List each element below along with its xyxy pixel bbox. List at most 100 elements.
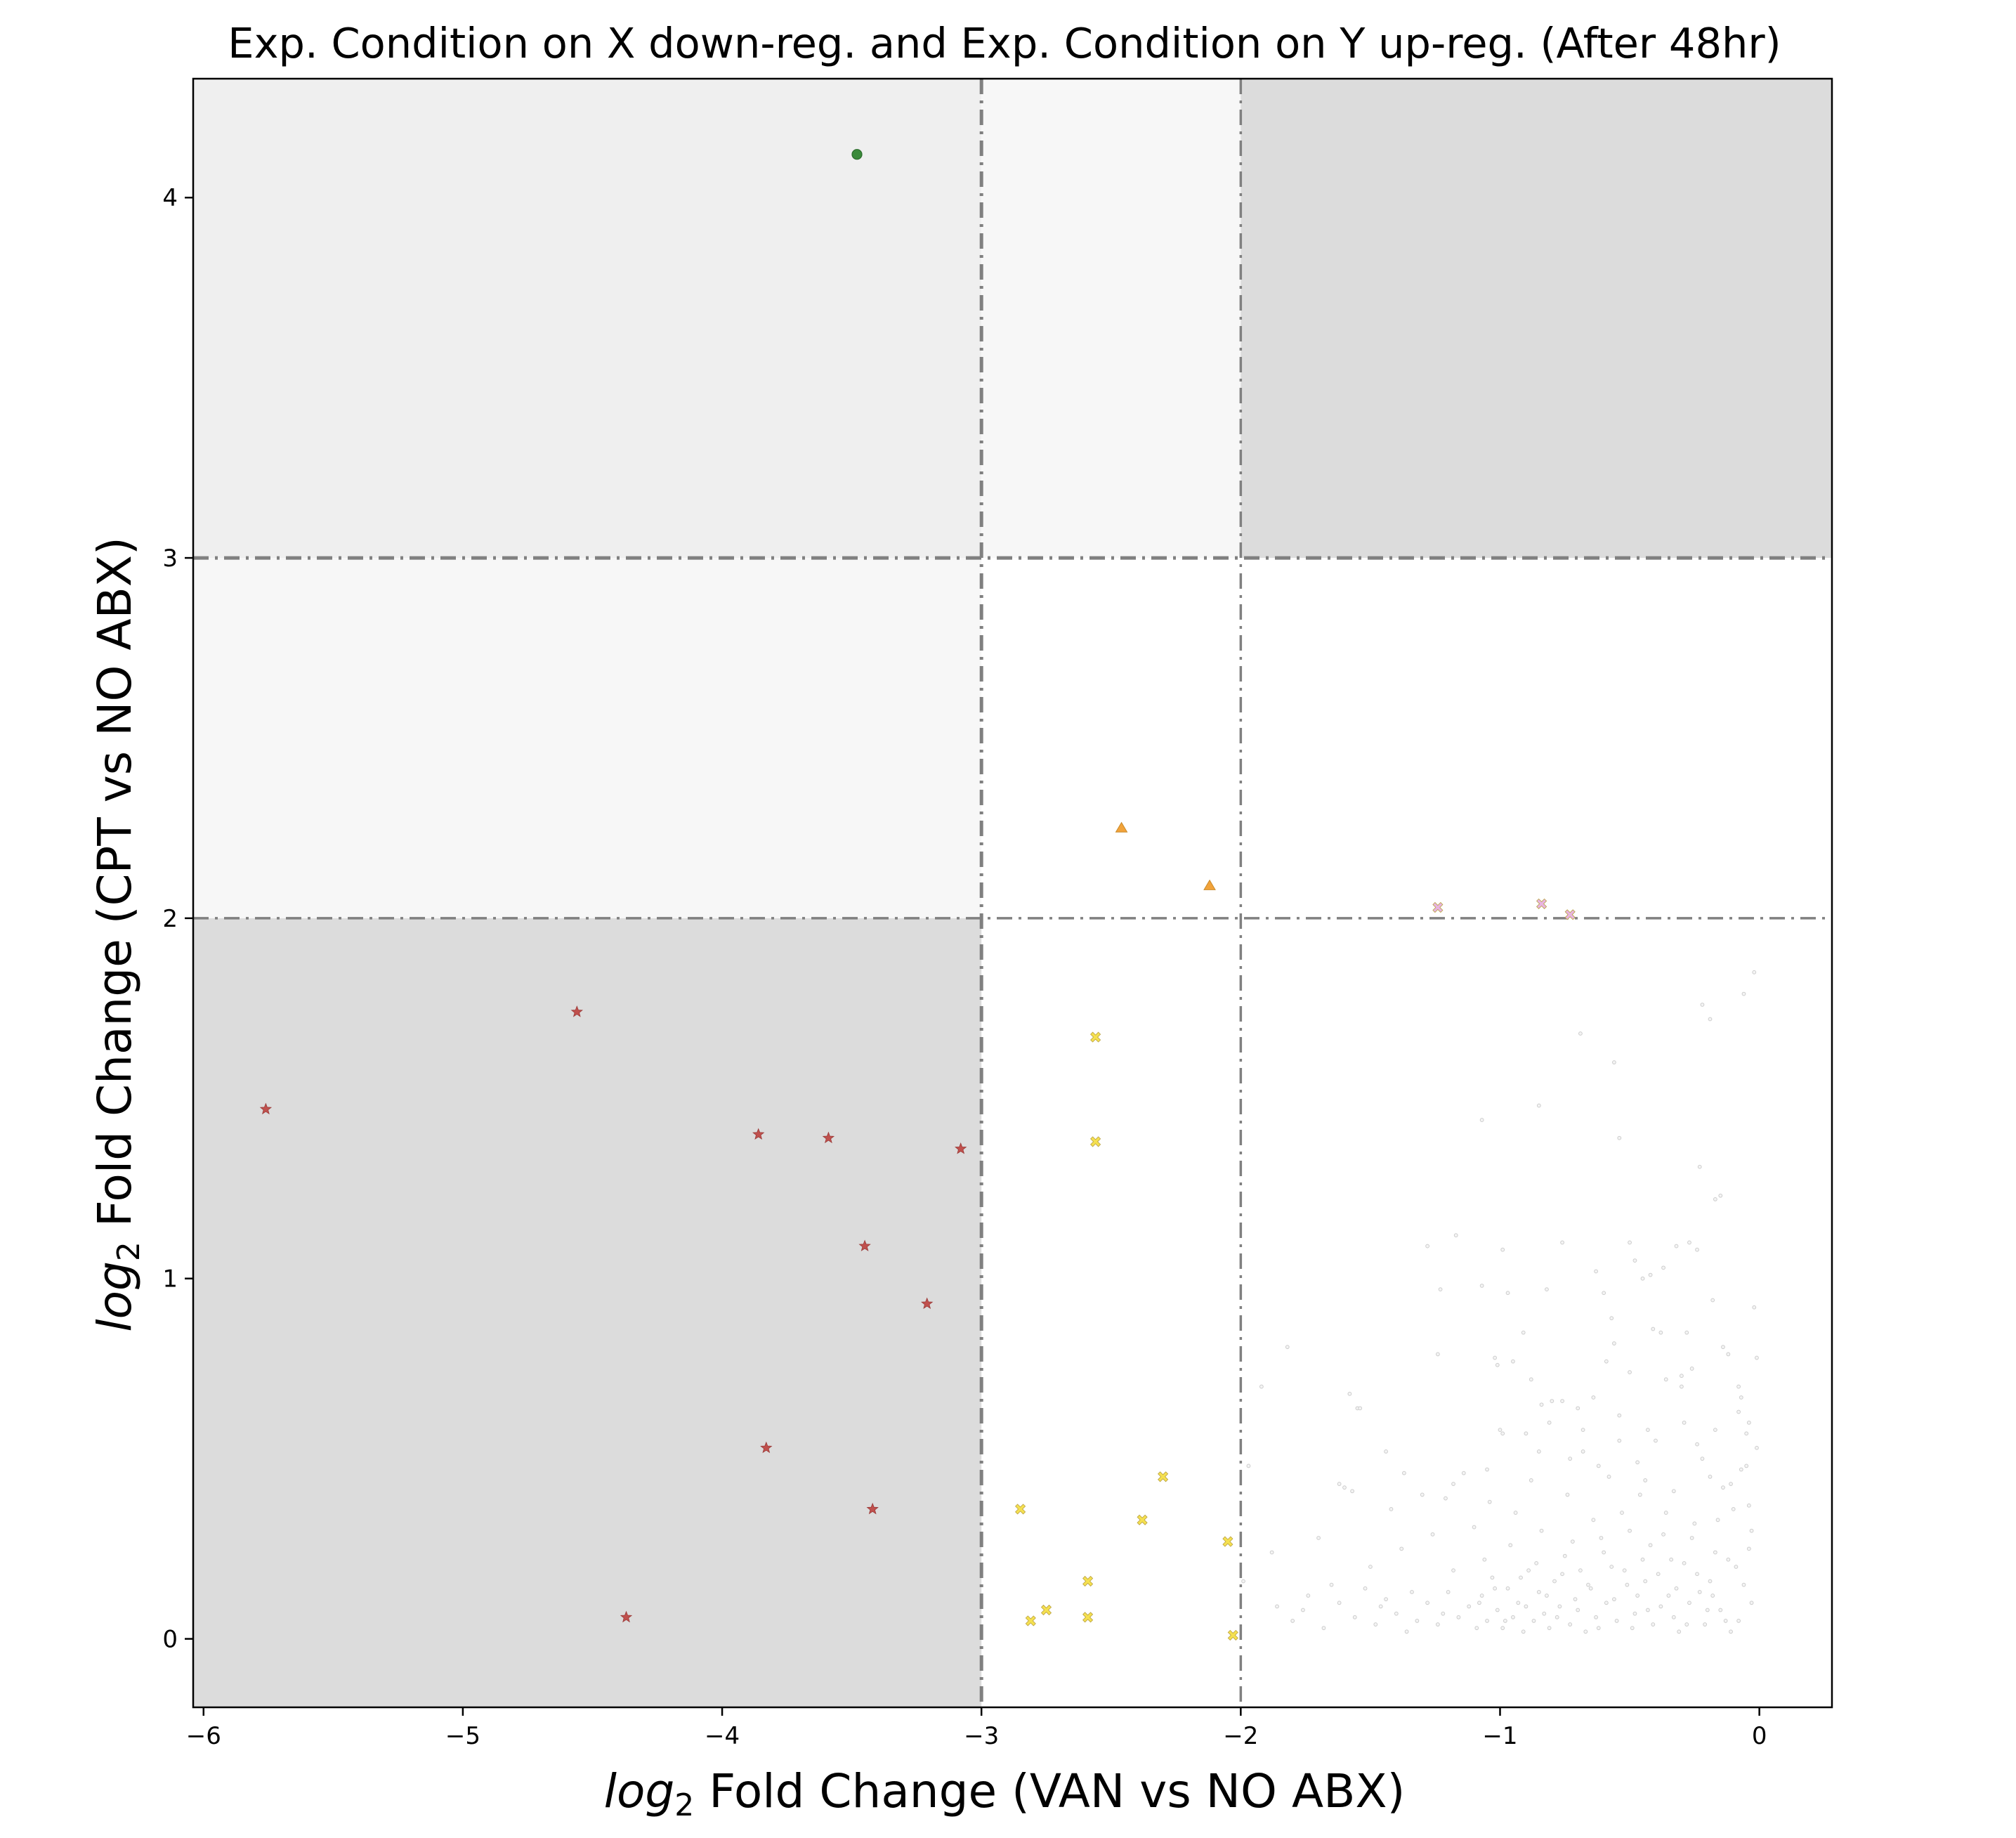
x-tick-label: −4 bbox=[705, 1722, 740, 1750]
data-point bbox=[866, 1502, 879, 1515]
series-0 bbox=[851, 149, 863, 160]
data-point bbox=[1552, 1579, 1557, 1584]
y-axis-label-subscript: 2 bbox=[111, 1241, 147, 1261]
data-point bbox=[1695, 1572, 1699, 1577]
data-point bbox=[1752, 970, 1757, 975]
data-point bbox=[1363, 1586, 1368, 1591]
data-point bbox=[1082, 1575, 1094, 1587]
data-point bbox=[1755, 1445, 1759, 1450]
data-point bbox=[1246, 1464, 1251, 1468]
data-point bbox=[1635, 1460, 1640, 1465]
data-point bbox=[1635, 1593, 1640, 1598]
data-point bbox=[1451, 1482, 1455, 1486]
data-point bbox=[1438, 1287, 1443, 1292]
data-point bbox=[1539, 1402, 1544, 1407]
x-tick-label: −6 bbox=[186, 1722, 221, 1750]
data-point bbox=[1524, 1431, 1529, 1436]
data-point bbox=[1687, 1240, 1691, 1245]
data-point bbox=[1578, 1031, 1583, 1036]
x-axis-label-italic: log bbox=[604, 1764, 675, 1818]
data-point bbox=[1721, 1485, 1725, 1490]
data-point bbox=[1321, 1626, 1326, 1631]
data-point bbox=[1521, 1330, 1526, 1335]
data-point bbox=[1432, 901, 1444, 913]
data-point bbox=[1671, 1489, 1676, 1494]
threshold-lines bbox=[193, 79, 1832, 1707]
data-point bbox=[1137, 1514, 1148, 1525]
data-point bbox=[1222, 1536, 1233, 1547]
data-point bbox=[1015, 1504, 1026, 1515]
data-point bbox=[1640, 1276, 1645, 1281]
data-point bbox=[1573, 1597, 1578, 1602]
data-point bbox=[1713, 1197, 1717, 1201]
data-point bbox=[1495, 1608, 1500, 1612]
data-point bbox=[1420, 1492, 1425, 1497]
data-point bbox=[1547, 1420, 1552, 1425]
data-point bbox=[1025, 1615, 1036, 1627]
data-point bbox=[1669, 1557, 1674, 1562]
data-point bbox=[1521, 1629, 1526, 1634]
data-point bbox=[1596, 1464, 1601, 1468]
data-point bbox=[1651, 1327, 1656, 1331]
data-point bbox=[1697, 1164, 1702, 1169]
data-point bbox=[1531, 1619, 1536, 1623]
data-point bbox=[1632, 1258, 1637, 1263]
x-axis-label-subscript: 2 bbox=[674, 1787, 694, 1823]
shaded-region-2 bbox=[1241, 79, 1832, 559]
data-point bbox=[1477, 1601, 1481, 1605]
data-point bbox=[1557, 1604, 1562, 1609]
data-point bbox=[1373, 1622, 1378, 1627]
data-point bbox=[1729, 1482, 1733, 1486]
data-point bbox=[1508, 1543, 1513, 1548]
data-point bbox=[1625, 1582, 1630, 1587]
data-point bbox=[1604, 1601, 1609, 1605]
data-point bbox=[1620, 1511, 1624, 1515]
data-point bbox=[1632, 1611, 1637, 1616]
data-point bbox=[1115, 821, 1128, 833]
data-point bbox=[1663, 1377, 1668, 1382]
data-point bbox=[1692, 1521, 1697, 1526]
data-point bbox=[1648, 1543, 1653, 1548]
data-point bbox=[1269, 1550, 1274, 1555]
data-point bbox=[1726, 1557, 1731, 1562]
data-point bbox=[1500, 1247, 1505, 1252]
data-point bbox=[1425, 1601, 1430, 1605]
data-point bbox=[1526, 1568, 1531, 1573]
data-point bbox=[1736, 1384, 1741, 1389]
data-point bbox=[1503, 1619, 1507, 1623]
data-point bbox=[1703, 1622, 1708, 1627]
data-point bbox=[1472, 1525, 1477, 1530]
data-point bbox=[1630, 1626, 1635, 1631]
data-point bbox=[1451, 1568, 1455, 1573]
data-point bbox=[1612, 1597, 1616, 1602]
data-point bbox=[1609, 1565, 1614, 1569]
data-point bbox=[1485, 1619, 1489, 1623]
x-axis-label: log2 Fold Change (VAN vs NO ABX) bbox=[604, 1764, 1406, 1823]
data-point bbox=[1656, 1572, 1661, 1577]
data-point bbox=[1700, 1456, 1705, 1461]
data-point bbox=[1158, 1471, 1169, 1482]
data-point bbox=[1576, 1406, 1580, 1411]
data-point bbox=[1651, 1622, 1656, 1627]
x-tick-label: −5 bbox=[445, 1722, 480, 1750]
data-point bbox=[1415, 1619, 1420, 1623]
x-tick-label: 0 bbox=[1752, 1722, 1767, 1750]
data-point bbox=[1736, 1619, 1741, 1623]
data-point bbox=[1482, 1557, 1487, 1562]
data-point bbox=[1337, 1601, 1342, 1605]
data-point bbox=[1513, 1511, 1518, 1515]
data-point bbox=[1637, 1492, 1642, 1497]
data-point bbox=[1729, 1629, 1733, 1634]
series-4 bbox=[1432, 898, 1576, 920]
data-point bbox=[1461, 1471, 1466, 1475]
x-tick-label: −1 bbox=[1482, 1722, 1517, 1750]
data-point bbox=[1682, 1560, 1687, 1565]
plot-frame bbox=[192, 77, 1833, 1709]
data-point bbox=[1384, 1449, 1388, 1454]
data-point bbox=[1622, 1568, 1627, 1573]
data-point bbox=[1474, 1626, 1479, 1631]
data-point bbox=[1718, 1608, 1723, 1612]
data-point bbox=[1511, 1615, 1515, 1619]
data-point bbox=[1646, 1608, 1650, 1612]
data-point bbox=[1536, 1589, 1541, 1594]
